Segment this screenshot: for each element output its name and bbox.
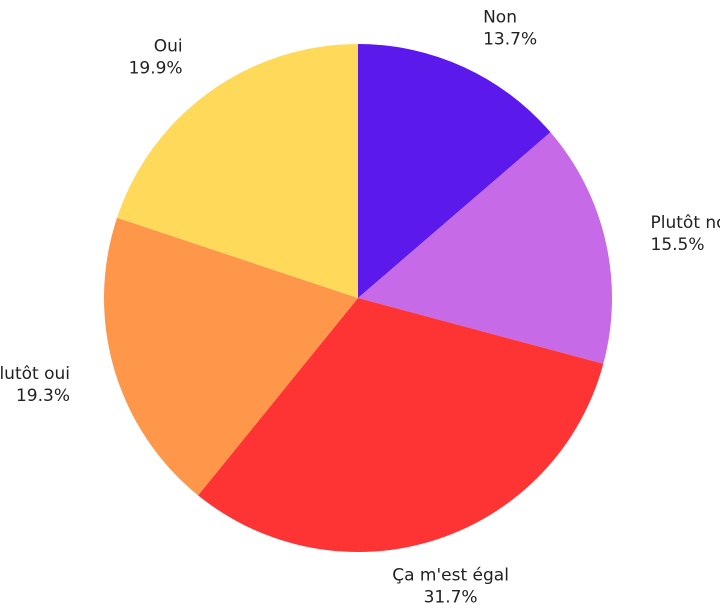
pie-label-name: Plutôt non xyxy=(651,213,720,233)
pie-label-plutot-non: Plutôt non15.5% xyxy=(651,213,720,255)
pie-label-non: Non 13.7% xyxy=(483,7,537,49)
pie-label-name: Oui xyxy=(154,37,183,57)
pie-label-name: Non xyxy=(483,7,517,27)
pie-slice-ca-m-est-egal xyxy=(198,298,604,553)
pie-label-value: 19.9% xyxy=(129,59,183,79)
pie-slice-non xyxy=(358,44,551,298)
pie-label-name: Ça m'est égal xyxy=(392,565,509,585)
pie-slices xyxy=(103,43,612,553)
pie-label-name: Plutôt oui xyxy=(0,364,70,384)
pie-label-value: 19.3% xyxy=(16,386,70,406)
pie-slice-plutot-oui xyxy=(103,217,358,496)
pie-label-value: 31.7% xyxy=(424,587,478,607)
pie-slice-oui xyxy=(117,43,358,299)
pie-slice-plutot-non xyxy=(358,132,612,364)
pie-label-oui: Oui 19.9% xyxy=(129,37,183,79)
pie-label-value: 13.7% xyxy=(483,29,537,49)
pie-label-ca-m-est-egal: Ça m'est égal 31.7% xyxy=(392,565,509,607)
pie-label-value: 15.5% xyxy=(651,235,705,255)
